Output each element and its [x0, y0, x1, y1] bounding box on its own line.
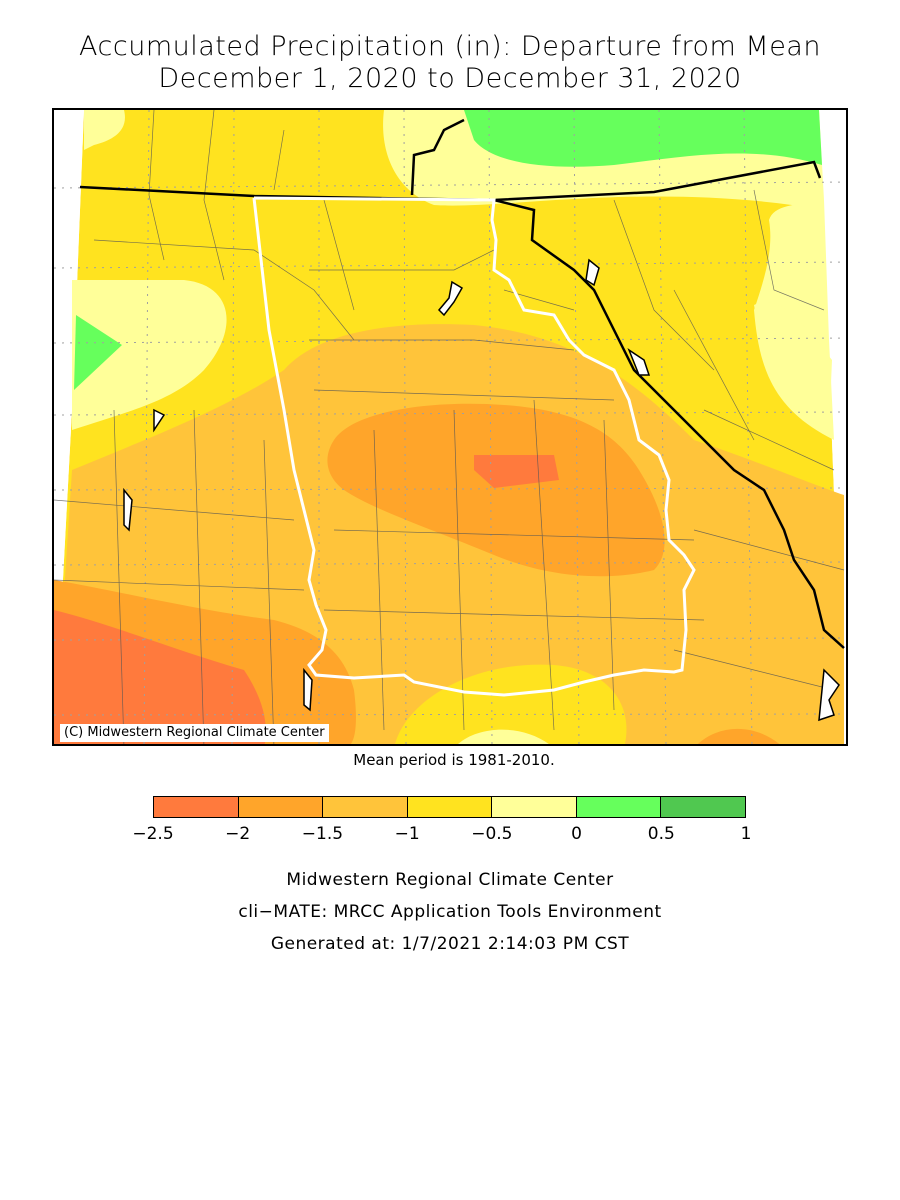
copyright-label: (C) Midwestern Regional Climate Center — [60, 724, 329, 742]
footer-tool: cli−MATE: MRCC Application Tools Environ… — [238, 902, 662, 922]
legend-swatch — [238, 797, 324, 817]
legend-tick: −0.5 — [471, 824, 513, 844]
legend-swatch — [323, 797, 408, 817]
legend-tick: 0 — [571, 824, 582, 844]
precipitation-map: (C) Midwestern Regional Climate Center — [52, 108, 848, 746]
color-legend — [153, 796, 746, 818]
map-canvas — [54, 110, 846, 744]
footer-org: Midwestern Regional Climate Center — [286, 870, 614, 890]
mean-period-note: Mean period is 1981-2010. — [353, 751, 555, 769]
map-date-range: December 1, 2020 to December 31, 2020 — [158, 63, 742, 94]
legend-swatch — [661, 797, 746, 817]
footer-generated: Generated at: 1/7/2021 2:14:03 PM CST — [270, 934, 630, 954]
legend-swatch — [154, 797, 239, 817]
legend-tick: −1.5 — [301, 824, 344, 844]
legend-swatch — [576, 797, 662, 817]
legend-tick: 1 — [740, 824, 752, 844]
map-title: Accumulated Precipitation (in): Departur… — [79, 31, 821, 62]
legend-tick: −2.5 — [132, 824, 174, 844]
legend-swatch — [492, 797, 577, 817]
legend-tick: 0.5 — [647, 824, 675, 844]
legend-tick: −1 — [394, 824, 420, 844]
legend-swatch — [407, 797, 493, 817]
legend-ticks: −2.5 −2 −1.5 −1 −0.5 0 0.5 1 — [132, 824, 751, 846]
legend-tick: −2 — [225, 824, 251, 844]
